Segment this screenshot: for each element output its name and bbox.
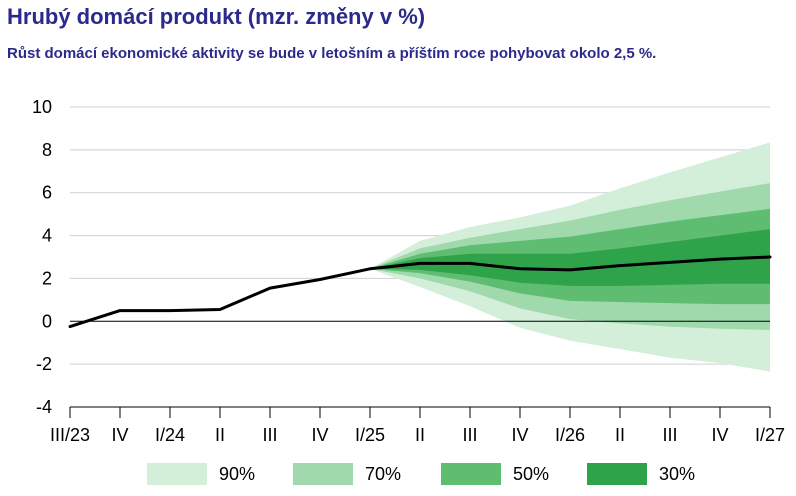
legend-item: 50% [441, 460, 549, 488]
gdp-line [68, 255, 772, 329]
legend-label: 50% [513, 463, 550, 484]
x-tick-label: II [615, 425, 625, 445]
x-tick-label: IV [511, 425, 528, 445]
y-tick-label: 0 [42, 311, 52, 331]
legend: 90% 70% 50% 30% [0, 456, 796, 492]
x-tick-label: III/23 [50, 425, 90, 445]
y-tick-labels: -4 -2 0 2 4 6 8 10 [32, 97, 52, 417]
legend-item: 30% [587, 460, 695, 488]
x-tick-label: III [662, 425, 677, 445]
y-tick-label: -4 [36, 397, 52, 417]
legend-swatch [587, 463, 647, 485]
x-tick-label: II [215, 425, 225, 445]
x-tick-label: I/27 [755, 425, 785, 445]
x-tick-label: I/24 [155, 425, 185, 445]
legend-label: 30% [659, 463, 696, 484]
legend-swatch [441, 463, 501, 485]
legend-label: 70% [365, 463, 402, 484]
y-tick-label: 8 [42, 140, 52, 160]
x-tick-labels: III/23 IV I/24 II III IV I/25 II III IV I/26 II III I… [50, 425, 785, 445]
fan-bands [370, 142, 770, 372]
gdp-line-series [68, 255, 772, 329]
legend-label: 90% [219, 463, 256, 484]
legend-item: 90% [147, 460, 255, 488]
y-tick-label: 2 [42, 268, 52, 288]
x-tick-label: I/26 [555, 425, 585, 445]
legend-item: 70% [293, 460, 401, 488]
chart-subtitle: Růst domácí ekonomické aktivity se bude … [7, 45, 657, 62]
x-tick-label: IV [111, 425, 128, 445]
x-tick-label: II [415, 425, 425, 445]
fan-band-30pct [370, 229, 770, 286]
x-tick-label: III [262, 425, 277, 445]
chart-title: Hrubý domácí produkt (mzr. změny v %) [7, 4, 426, 29]
x-tick-label: IV [711, 425, 728, 445]
y-tick-label: 4 [42, 226, 52, 246]
x-tick-label: I/25 [355, 425, 385, 445]
legend-swatch [147, 463, 207, 485]
y-tick-label: -2 [36, 354, 52, 374]
y-tick-label: 6 [42, 183, 52, 203]
x-tick-label: IV [311, 425, 328, 445]
y-tick-label: 10 [32, 97, 52, 117]
x-axis [69, 406, 771, 418]
x-tick-label: III [462, 425, 477, 445]
legend-swatch [293, 463, 353, 485]
